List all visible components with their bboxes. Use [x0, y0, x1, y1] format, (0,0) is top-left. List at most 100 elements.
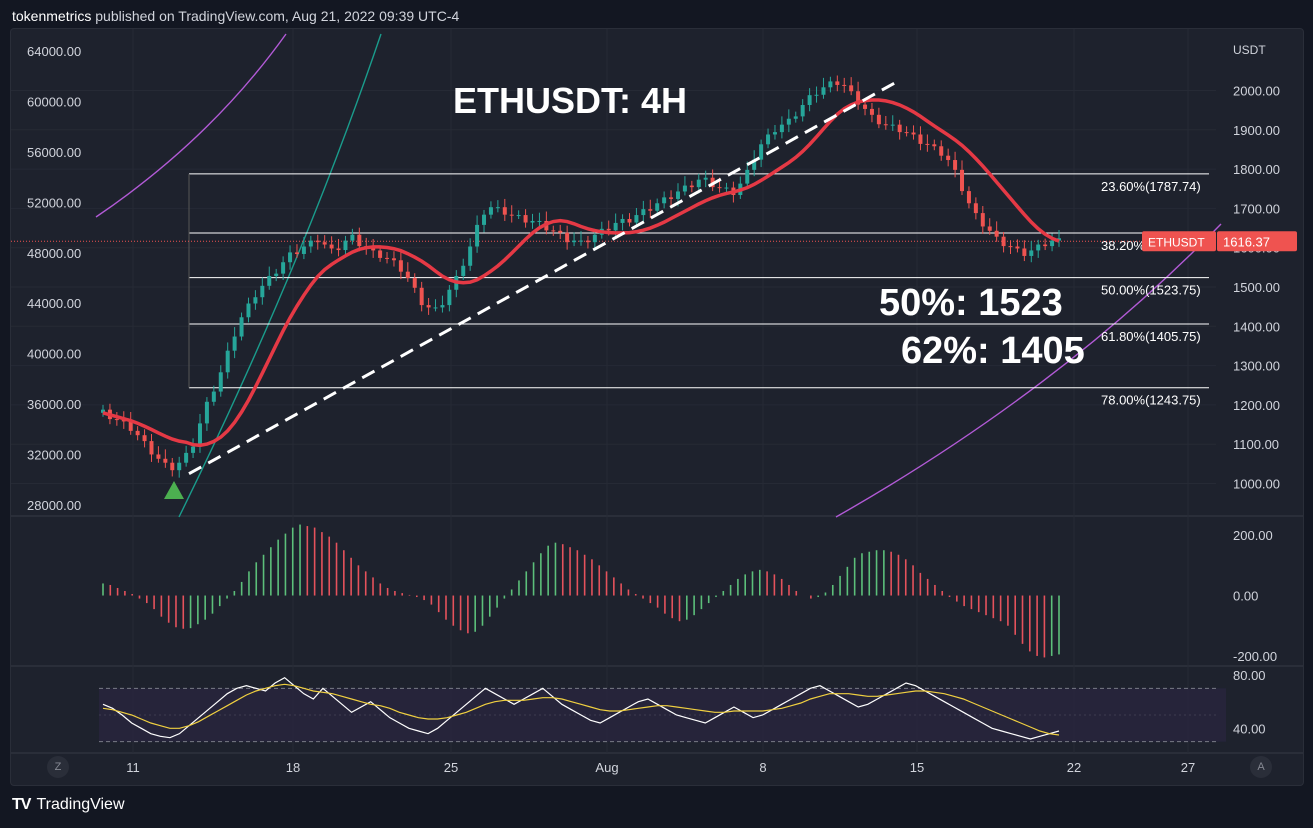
chart-title: ETHUSDT: 4H — [453, 80, 687, 121]
fib-level-label: 61.80%(1405.75) — [1101, 329, 1201, 344]
candle-body — [579, 240, 583, 242]
candle-body — [613, 222, 618, 231]
auto-scale-button[interactable]: A — [1250, 756, 1272, 778]
left-axis-toggle-button[interactable]: Z — [47, 756, 69, 778]
candle-body — [350, 234, 355, 241]
candle-body — [800, 104, 805, 117]
candle-body — [675, 191, 680, 199]
left-axis-tick-label: 40000.00 — [27, 347, 81, 362]
candle-body — [960, 169, 965, 192]
candle-body — [135, 430, 140, 436]
candle-body — [876, 114, 881, 125]
x-axis-tick-label: 18 — [286, 760, 300, 775]
x-axis-tick-label: 25 — [444, 760, 458, 775]
candle-body — [849, 85, 854, 92]
rsi-band-fill — [99, 688, 1226, 742]
candle-body — [246, 303, 251, 318]
candle-body — [419, 287, 424, 306]
candle-body — [232, 336, 237, 351]
candle-body — [267, 275, 272, 286]
candle-body — [336, 248, 341, 251]
parabolic-curve-lower — [835, 223, 1222, 518]
candle-body — [281, 262, 286, 274]
candle-body — [669, 197, 674, 199]
candle-body — [953, 160, 958, 170]
candle-body — [177, 462, 182, 471]
candle-body — [163, 458, 168, 463]
candle-body — [530, 220, 535, 223]
left-axis-tick-label: 36000.00 — [27, 397, 81, 412]
candle-body — [239, 317, 244, 337]
candle-body — [149, 441, 154, 455]
symbol-price-tag — [1142, 231, 1216, 252]
candle-body — [398, 260, 403, 272]
candle-body — [925, 143, 930, 145]
candle-body — [772, 132, 777, 135]
candle-body — [502, 207, 507, 215]
candle-body — [918, 134, 923, 144]
symbol-label: ETHUSDT — [1148, 235, 1205, 249]
fib-level-label: 38.20% — [1101, 238, 1146, 253]
candle-body — [842, 84, 847, 86]
left-axis-tick-label: 48000.00 — [27, 246, 81, 261]
candle-body — [371, 248, 376, 251]
candle-body — [572, 240, 577, 243]
chart-canvas[interactable]: USDT2000.001900.001800.001700.001600.001… — [11, 29, 1303, 785]
parabolic-curve-teal — [178, 33, 382, 518]
candle-body — [717, 187, 722, 189]
candle-body — [378, 250, 383, 258]
candle-body — [682, 185, 687, 192]
x-axis-tick-label: 8 — [759, 760, 766, 775]
histogram-tick-label: 200.00 — [1233, 528, 1273, 543]
candle-body — [551, 230, 556, 232]
candle-body — [405, 271, 410, 278]
candle-body — [1001, 236, 1006, 247]
candle-body — [343, 240, 348, 251]
candle-body — [260, 285, 265, 298]
candle-body — [440, 305, 445, 308]
last-price-value: 1616.37 — [1223, 234, 1270, 249]
candle-body — [779, 124, 784, 133]
candle-body — [1043, 244, 1048, 247]
candle-body — [655, 203, 660, 211]
y-axis-tick-label: 1400.00 — [1233, 319, 1280, 334]
candle-body — [814, 94, 819, 96]
chart-frame[interactable]: USDT2000.001900.001800.001700.001600.001… — [10, 28, 1304, 786]
candle-body — [184, 452, 189, 463]
y-axis-tick-label: 1200.00 — [1233, 398, 1280, 413]
candle-body — [225, 350, 230, 373]
candle-body — [156, 454, 161, 459]
candle-body — [724, 187, 729, 189]
candle-body — [766, 134, 771, 145]
candle-body — [461, 265, 466, 276]
candle-body — [973, 203, 978, 214]
candle-body — [385, 257, 390, 259]
candle-body — [565, 232, 570, 243]
candle-body — [897, 124, 902, 133]
candle-body — [101, 409, 105, 413]
fib-level-label: 78.00%(1243.75) — [1101, 393, 1201, 408]
candle-body — [447, 289, 452, 306]
publish-timestamp: Aug 21, 2022 09:39 UTC-4 — [291, 8, 460, 24]
candle-body — [1022, 248, 1027, 256]
rsi-ma-line — [102, 683, 1060, 736]
candle-body — [966, 191, 971, 204]
candle-body — [495, 207, 500, 209]
left-axis-tick-label: 64000.00 — [27, 44, 81, 59]
candle-body — [253, 297, 258, 304]
left-axis-tick-label: 56000.00 — [27, 145, 81, 160]
candle-body — [883, 124, 888, 126]
rsi-tick-label: 80.00 — [1233, 668, 1266, 683]
candle-body — [523, 215, 528, 223]
candle-body — [482, 214, 487, 225]
candle-body — [537, 220, 542, 222]
y-axis-tick-label: 2000.00 — [1233, 83, 1280, 98]
parabolic-curve-upper — [95, 33, 287, 218]
x-axis-tick-label: Aug — [595, 760, 618, 775]
fib-annotation-50: 50%: 1523 — [879, 282, 1063, 324]
candle-body — [641, 209, 646, 216]
candle-body — [869, 108, 874, 115]
candle-body — [509, 214, 514, 216]
trend-line-dashed — [188, 79, 900, 476]
candle-body — [939, 146, 944, 156]
